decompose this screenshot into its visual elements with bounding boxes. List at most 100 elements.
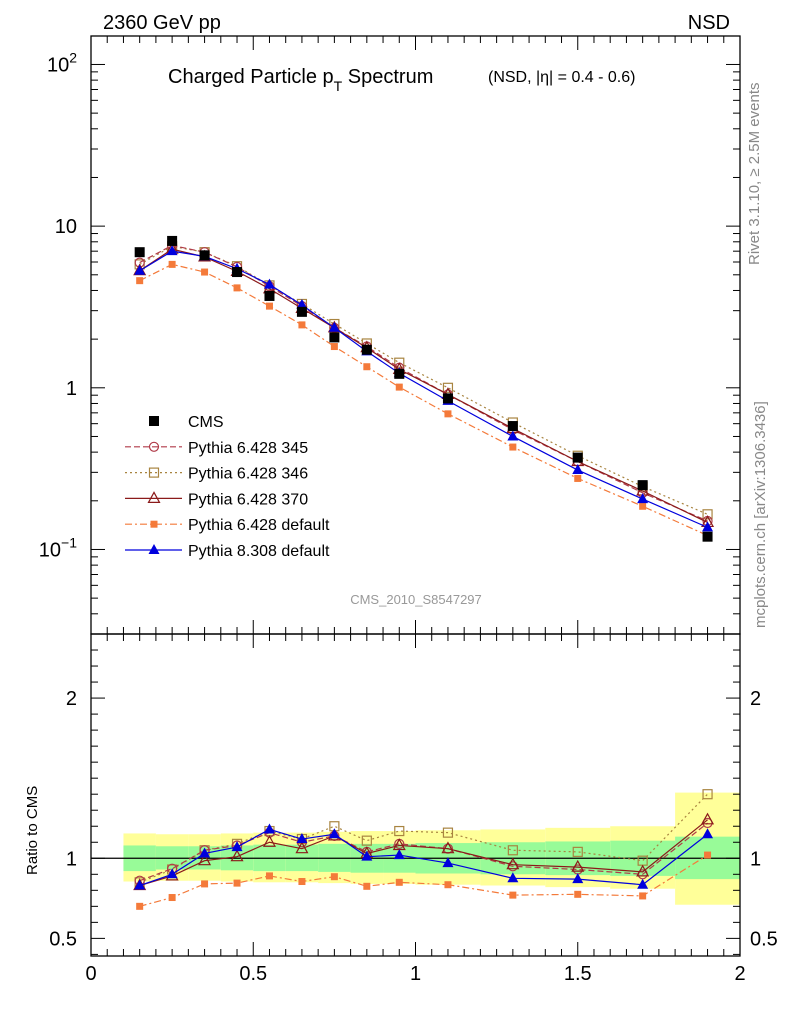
- series-line-py370: [139, 248, 708, 523]
- data-point: [201, 268, 209, 276]
- legend: CMS Pythia 6.428 345 Pythia 6.428 346 Pythi…: [125, 414, 330, 560]
- data-point: [296, 299, 308, 310]
- series-py8: [134, 245, 714, 532]
- data-point: [262, 835, 276, 847]
- data-point: [444, 881, 452, 889]
- legend-label: Pythia 6.428 default: [188, 517, 330, 534]
- ratio-plot-frame: [90, 633, 741, 957]
- legend-label: Pythia 8.308 default: [188, 543, 330, 560]
- chart-title-suffix: (NSD, |η| = 0.4 - 0.6): [488, 69, 635, 86]
- data-point: [361, 344, 372, 355]
- legend-marker: [148, 544, 160, 554]
- ratio-plot-series: [133, 789, 715, 910]
- data-point: [134, 264, 146, 275]
- legend-marker: [147, 491, 161, 503]
- data-point: [444, 410, 452, 418]
- data-point: [442, 382, 454, 393]
- data-point: [394, 357, 405, 368]
- data-point: [507, 872, 519, 883]
- data-point: [166, 245, 178, 256]
- data-point: [199, 250, 210, 261]
- ratio-y-tick-label: 0.5: [49, 928, 77, 950]
- data-point: [442, 857, 454, 868]
- x-tick-label: 1.5: [564, 963, 592, 985]
- data-point: [441, 841, 455, 854]
- series-py370: [133, 241, 715, 528]
- ratio-y-tick-label-right: 0.5: [750, 928, 778, 950]
- data-point: [509, 891, 517, 899]
- data-point: [394, 368, 405, 379]
- data-point: [296, 833, 308, 844]
- x-tick-label: 1: [410, 963, 421, 985]
- data-point: [572, 873, 584, 884]
- analysis-label: CMS_2010_S8547297: [350, 592, 482, 607]
- data-point: [639, 502, 647, 510]
- data-point: [702, 509, 713, 520]
- data-point: [233, 284, 241, 292]
- data-point: [637, 480, 648, 491]
- header-right-label: NSD: [688, 12, 730, 34]
- data-point: [394, 825, 405, 837]
- data-point: [636, 864, 650, 877]
- data-point: [298, 321, 306, 329]
- data-point: [395, 383, 403, 391]
- ratio-y-tick-label-right: 1: [750, 848, 761, 870]
- series-line-py8: [139, 828, 708, 887]
- data-point: [134, 879, 146, 890]
- chart-title: Charged Particle pT Spectrum: [168, 66, 433, 94]
- legend-entry-pydef: Pythia 6.428 default: [125, 517, 330, 534]
- data-point: [572, 846, 583, 857]
- data-point: [168, 260, 176, 268]
- data-point: [263, 823, 275, 834]
- data-point: [702, 521, 714, 532]
- data-point: [572, 464, 584, 475]
- series-line-py346: [139, 793, 708, 883]
- data-point: [265, 302, 273, 310]
- legend-entry-py346: Pythia 6.428 346: [125, 466, 308, 483]
- data-point: [702, 789, 713, 800]
- data-point: [136, 902, 144, 910]
- legend-marker: [150, 520, 158, 528]
- x-tick-label: 2: [734, 963, 745, 985]
- data-point: [442, 393, 453, 404]
- data-point: [361, 835, 372, 846]
- y-tick-label: 10−1: [39, 534, 77, 561]
- data-point: [509, 443, 517, 451]
- data-point: [199, 847, 211, 858]
- data-point: [639, 892, 647, 900]
- data-point: [328, 321, 340, 332]
- data-point: [572, 452, 583, 463]
- series-py8: [134, 823, 714, 890]
- data-point: [507, 430, 519, 441]
- data-point: [265, 872, 273, 880]
- ratio-ylabel: Ratio to CMS: [24, 786, 41, 875]
- main-plot-series: [133, 235, 715, 542]
- data-point: [134, 247, 145, 258]
- data-point: [330, 343, 338, 351]
- y-tick-label: 10: [55, 216, 77, 238]
- data-point: [328, 828, 340, 839]
- data-point: [295, 841, 309, 854]
- data-point: [704, 851, 712, 859]
- data-point: [329, 332, 340, 343]
- legend-entry-cms: CMS: [149, 414, 224, 431]
- legend-entry-py370: Pythia 6.428 370: [125, 491, 308, 508]
- series-cms: [134, 235, 713, 542]
- legend-label: CMS: [188, 414, 224, 431]
- legend-marker: [149, 416, 159, 426]
- data-point: [395, 878, 403, 886]
- ratio-y-tick-label: 1: [66, 848, 77, 870]
- series-line-pydef: [139, 263, 708, 537]
- ratio-y-tick-label: 2: [66, 688, 77, 710]
- data-point: [507, 845, 518, 856]
- legend-marker: [148, 467, 160, 478]
- data-point: [231, 841, 243, 852]
- data-point: [167, 235, 178, 246]
- y-tick-label: 102: [47, 49, 77, 76]
- y-tick-label: 1: [66, 378, 77, 400]
- data-point: [637, 878, 649, 889]
- x-tick-label: 0.5: [239, 963, 267, 985]
- legend-label: Pythia 6.428 370: [188, 491, 308, 508]
- rivet-version-label: Rivet 3.1.10, ≥ 2.5M events: [746, 83, 763, 266]
